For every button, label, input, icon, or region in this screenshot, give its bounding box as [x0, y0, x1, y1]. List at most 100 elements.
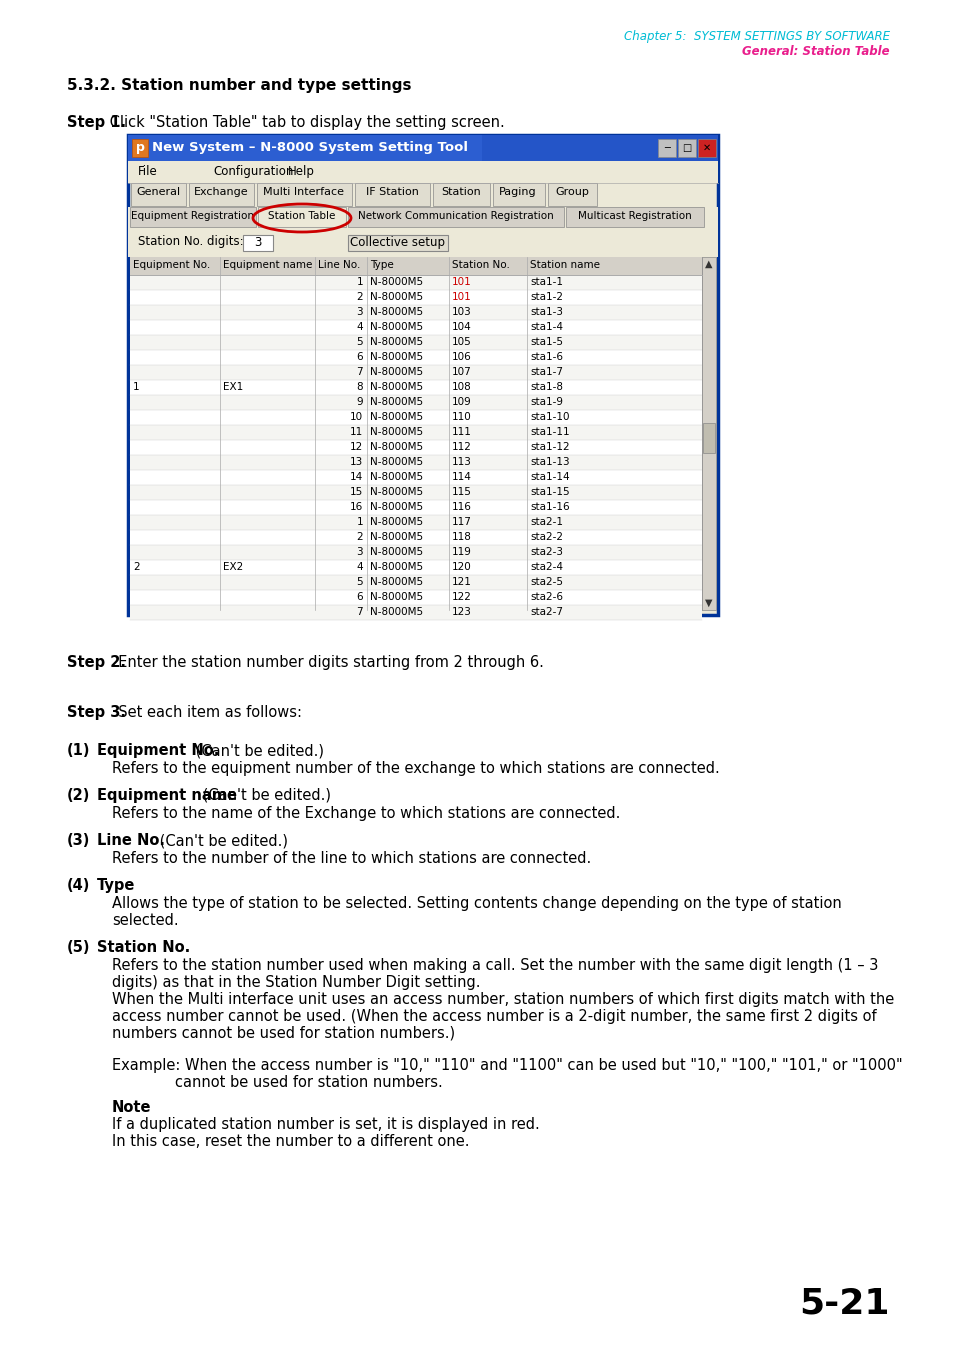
Text: ▲: ▲ [704, 259, 712, 269]
Text: N-8000M5: N-8000M5 [370, 442, 423, 453]
Text: sta1-11: sta1-11 [530, 427, 569, 436]
Bar [130, 394, 701, 409]
Text: Line No.: Line No. [97, 834, 165, 848]
Text: 3: 3 [356, 307, 363, 317]
Bar [132, 139, 148, 157]
Text: File: File [138, 165, 157, 178]
Text: 2: 2 [356, 292, 363, 303]
Text: Chapter 5:  SYSTEM SETTINGS BY SOFTWARE: Chapter 5: SYSTEM SETTINGS BY SOFTWARE [623, 30, 889, 43]
Bar [130, 440, 701, 455]
Text: 13: 13 [350, 457, 363, 467]
Text: sta1-16: sta1-16 [530, 503, 569, 512]
Text: (5): (5) [67, 940, 91, 955]
Bar [130, 426, 701, 440]
Bar [698, 139, 716, 157]
Text: sta1-3: sta1-3 [530, 307, 562, 317]
Text: 115: 115 [452, 486, 472, 497]
Text: sta1-7: sta1-7 [530, 367, 562, 377]
Bar [128, 135, 718, 615]
Text: 15: 15 [350, 486, 363, 497]
Text: Allows the type of station to be selected. Setting contents change depending on : Allows the type of station to be selecte… [112, 896, 841, 911]
Text: 105: 105 [452, 336, 471, 347]
Text: N-8000M5: N-8000M5 [370, 292, 423, 303]
Text: N-8000M5: N-8000M5 [370, 517, 423, 527]
Text: 8: 8 [356, 382, 363, 392]
Bar [189, 182, 253, 205]
Text: sta2-5: sta2-5 [530, 577, 562, 586]
Text: Paging: Paging [498, 186, 537, 197]
Text: 121: 121 [452, 577, 472, 586]
Bar [493, 182, 544, 205]
Bar [128, 135, 718, 161]
Bar [130, 276, 701, 290]
Text: Click "Station Table" tab to display the setting screen.: Click "Station Table" tab to display the… [105, 115, 504, 130]
Bar [130, 590, 701, 605]
Text: N-8000M5: N-8000M5 [370, 503, 423, 512]
Text: Station name: Station name [530, 259, 599, 270]
Text: IF Station: IF Station [365, 186, 418, 197]
Bar [348, 235, 448, 251]
Text: 5: 5 [356, 577, 363, 586]
Bar [130, 470, 701, 485]
Text: sta2-1: sta2-1 [530, 517, 562, 527]
Text: sta1-10: sta1-10 [530, 412, 569, 422]
Text: Network Communication Registration: Network Communication Registration [357, 211, 554, 222]
Text: 119: 119 [452, 547, 472, 557]
Text: N-8000M5: N-8000M5 [370, 353, 423, 362]
Text: 123: 123 [452, 607, 472, 617]
Text: 5-21: 5-21 [799, 1286, 889, 1320]
Text: In this case, reset the number to a different one.: In this case, reset the number to a diff… [112, 1133, 469, 1148]
Text: Collective setup: Collective setup [350, 236, 445, 249]
Text: 113: 113 [452, 457, 472, 467]
Text: sta2-6: sta2-6 [530, 592, 562, 603]
Text: N-8000M5: N-8000M5 [370, 382, 423, 392]
Text: New System – N-8000 System Setting Tool: New System – N-8000 System Setting Tool [152, 142, 468, 154]
Text: Equipment name: Equipment name [223, 259, 312, 270]
Bar [257, 207, 346, 227]
Bar [130, 605, 701, 620]
Text: sta1-13: sta1-13 [530, 457, 569, 467]
Text: N-8000M5: N-8000M5 [370, 322, 423, 332]
Text: 106: 106 [452, 353, 471, 362]
Text: N-8000M5: N-8000M5 [370, 277, 423, 286]
Text: 110: 110 [452, 412, 471, 422]
Text: 107: 107 [452, 367, 471, 377]
Text: EX2: EX2 [223, 562, 243, 571]
Text: sta1-9: sta1-9 [530, 397, 562, 407]
Text: (Can't be edited.): (Can't be edited.) [154, 834, 287, 848]
Text: N-8000M5: N-8000M5 [370, 577, 423, 586]
Bar [130, 207, 255, 227]
Text: (2): (2) [67, 788, 91, 802]
Text: 11: 11 [350, 427, 363, 436]
Text: sta1-14: sta1-14 [530, 471, 569, 482]
Text: Group: Group [555, 186, 588, 197]
Text: sta1-15: sta1-15 [530, 486, 569, 497]
Text: N-8000M5: N-8000M5 [370, 547, 423, 557]
Text: 6: 6 [356, 353, 363, 362]
Bar [130, 561, 701, 576]
Text: selected.: selected. [112, 913, 178, 928]
Text: 101: 101 [452, 292, 471, 303]
Bar [565, 207, 703, 227]
Text: 2: 2 [132, 562, 139, 571]
Text: sta1-4: sta1-4 [530, 322, 562, 332]
Text: Station: Station [440, 186, 480, 197]
Text: N-8000M5: N-8000M5 [370, 607, 423, 617]
Text: 101: 101 [452, 277, 471, 286]
Text: Refers to the station number used when making a call. Set the number with the sa: Refers to the station number used when m… [112, 958, 878, 973]
Text: N-8000M5: N-8000M5 [370, 367, 423, 377]
Text: cannot be used for station numbers.: cannot be used for station numbers. [174, 1075, 442, 1090]
Text: (4): (4) [67, 878, 91, 893]
Text: 16: 16 [350, 503, 363, 512]
Text: 108: 108 [452, 382, 471, 392]
Text: N-8000M5: N-8000M5 [370, 427, 423, 436]
Text: 120: 120 [452, 562, 471, 571]
Text: 109: 109 [452, 397, 471, 407]
Bar [433, 182, 490, 205]
Text: Equipment No.: Equipment No. [97, 743, 219, 758]
Text: 12: 12 [350, 442, 363, 453]
Text: Equipment name: Equipment name [97, 788, 236, 802]
Bar [130, 530, 701, 544]
Text: sta1-8: sta1-8 [530, 382, 562, 392]
Text: Configuration: Configuration [213, 165, 294, 178]
